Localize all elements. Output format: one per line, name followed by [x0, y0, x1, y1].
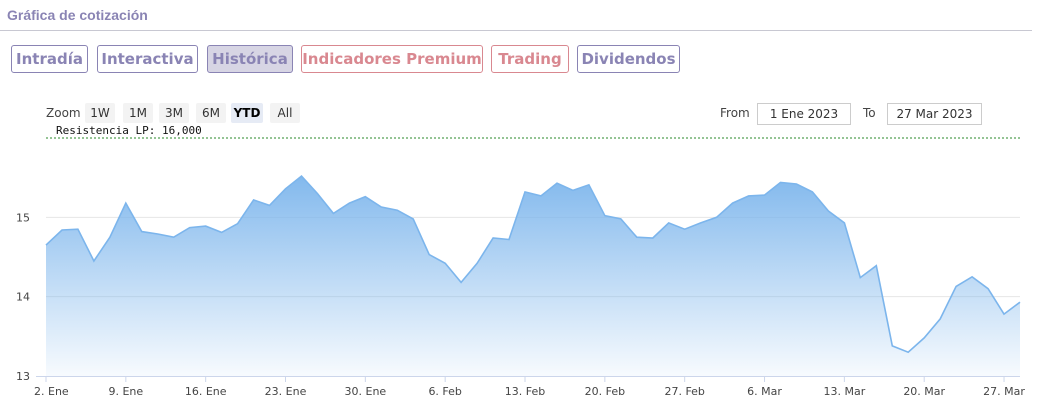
x-tick-label: 23. Ene: [265, 385, 307, 398]
tab-historica[interactable]: Histórica: [207, 45, 293, 73]
tab-interactiva[interactable]: Interactiva: [97, 45, 198, 73]
to-label: To: [863, 106, 876, 120]
y-tick-label: 14: [16, 291, 30, 304]
x-tick-label: 27. Feb: [664, 385, 704, 398]
x-tick-label: 27. Mar: [983, 385, 1025, 398]
tab-intradia[interactable]: Intradía: [11, 45, 88, 73]
tab-indicadores-premium[interactable]: Indicadores Premium: [301, 45, 483, 73]
y-tick-label: 13: [16, 370, 30, 383]
x-tick-label: 20. Feb: [585, 385, 625, 398]
x-tick-label: 13. Mar: [823, 385, 865, 398]
y-tick-label: 15: [16, 211, 30, 224]
zoom-1m-button[interactable]: 1M: [123, 103, 153, 123]
panel-title: Gráfica de cotización: [7, 7, 148, 23]
zoom-3m-button[interactable]: 3M: [159, 103, 189, 123]
chart-panel-header: Gráfica de cotización: [0, 0, 1032, 31]
x-tick-label: 9. Ene: [108, 385, 143, 398]
x-tick-label: 6. Mar: [747, 385, 782, 398]
x-tick-label: 30. Ene: [345, 385, 387, 398]
x-tick-label: 2. Ene: [34, 385, 69, 398]
tab-dividendos[interactable]: Dividendos: [577, 45, 680, 73]
from-date-input[interactable]: 1 Ene 2023: [757, 103, 851, 125]
x-tick-label: 16. Ene: [185, 385, 227, 398]
zoom-all-button[interactable]: All: [270, 103, 300, 123]
x-tick-label: 20. Mar: [903, 385, 945, 398]
x-tick-label: 13. Feb: [505, 385, 545, 398]
y-axis-ticks: 13 14 15: [16, 211, 30, 383]
x-tick-label: 6. Feb: [428, 385, 461, 398]
resistance-label: Resistencia LP: 16,000: [56, 124, 202, 137]
zoom-1w-button[interactable]: 1W: [85, 103, 115, 123]
zoom-6m-button[interactable]: 6M: [196, 103, 226, 123]
x-axis-ticks: 2. Ene 9. Ene 16. Ene 23. Ene 30. Ene 6. Feb 1…: [34, 376, 1025, 398]
price-area: [46, 176, 1020, 376]
tab-trading[interactable]: Trading: [491, 45, 569, 73]
price-line: [45, 175, 1021, 354]
zoom-ytd-button[interactable]: YTD: [231, 103, 263, 123]
from-label: From: [720, 106, 750, 120]
to-date-input[interactable]: 27 Mar 2023: [887, 103, 982, 125]
zoom-label: Zoom: [46, 106, 81, 120]
